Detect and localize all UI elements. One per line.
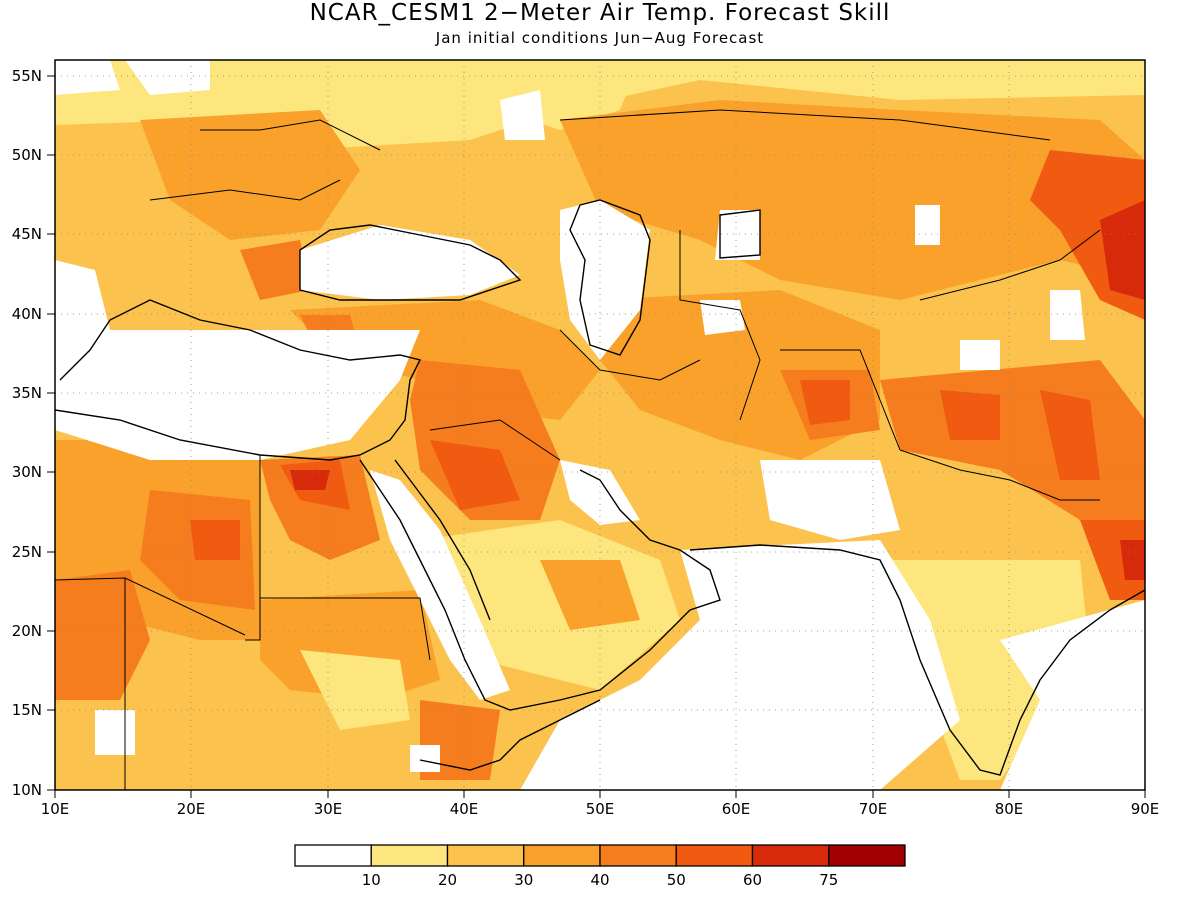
map-subtitle: Jan initial conditions Jun−Aug Forecast (435, 29, 765, 47)
x-tick-label: 70E (859, 800, 888, 818)
country-borders (55, 109, 1101, 790)
legend-label: 60 (743, 871, 762, 889)
legend-swatch (446, 844, 525, 867)
arabian-sea (520, 540, 960, 790)
x-tick-label: 60E (722, 800, 751, 818)
aral-sea (715, 210, 760, 260)
legend-label: 10 (362, 871, 381, 889)
x-tick-label: 40E (450, 800, 479, 818)
legend-label: 20 (438, 871, 457, 889)
y-tick-label: 35N (12, 384, 42, 402)
legend-swatch (523, 844, 601, 867)
y-tick-label: 25N (12, 543, 42, 561)
legend-swatch (828, 844, 906, 867)
legend-label: 30 (514, 871, 533, 889)
coastlines (55, 199, 1145, 776)
y-tick-label: 55N (12, 67, 42, 85)
legend-swatch (675, 844, 754, 867)
legend-swatch (294, 844, 372, 867)
y-tick-label: 15N (12, 701, 42, 719)
x-tick-label: 80E (995, 800, 1024, 818)
x-tick-label: 30E (314, 800, 343, 818)
y-tick-label: 10N (12, 781, 42, 799)
x-tick-label: 50E (586, 800, 615, 818)
y-tick-label: 40N (12, 305, 42, 323)
legend-label: 40 (590, 871, 609, 889)
mediterranean-sea (55, 330, 420, 460)
x-tick-label: 20E (177, 800, 206, 818)
caspian-sea (560, 200, 650, 360)
map-title: NCAR_CESM1 2−Meter Air Temp. Forecast Sk… (309, 0, 891, 26)
skill-shading (55, 60, 1145, 790)
legend-label: 50 (667, 871, 686, 889)
y-tick-label: 20N (12, 622, 42, 640)
y-tick-label: 50N (12, 146, 42, 164)
legend-swatch (751, 844, 830, 867)
legend-label: 75 (819, 871, 838, 889)
y-tick-label: 30N (12, 463, 42, 481)
bay-of-bengal (1000, 600, 1145, 790)
y-tick-label: 45N (12, 225, 42, 243)
x-tick-label: 90E (1131, 800, 1160, 818)
legend-swatch (370, 844, 449, 867)
x-tick-label: 10E (41, 800, 70, 818)
tick-marks (47, 75, 1146, 798)
red-sea (370, 470, 510, 700)
color-legend: 10 20 30 40 50 60 75 (294, 844, 906, 889)
legend-swatch (599, 844, 677, 867)
